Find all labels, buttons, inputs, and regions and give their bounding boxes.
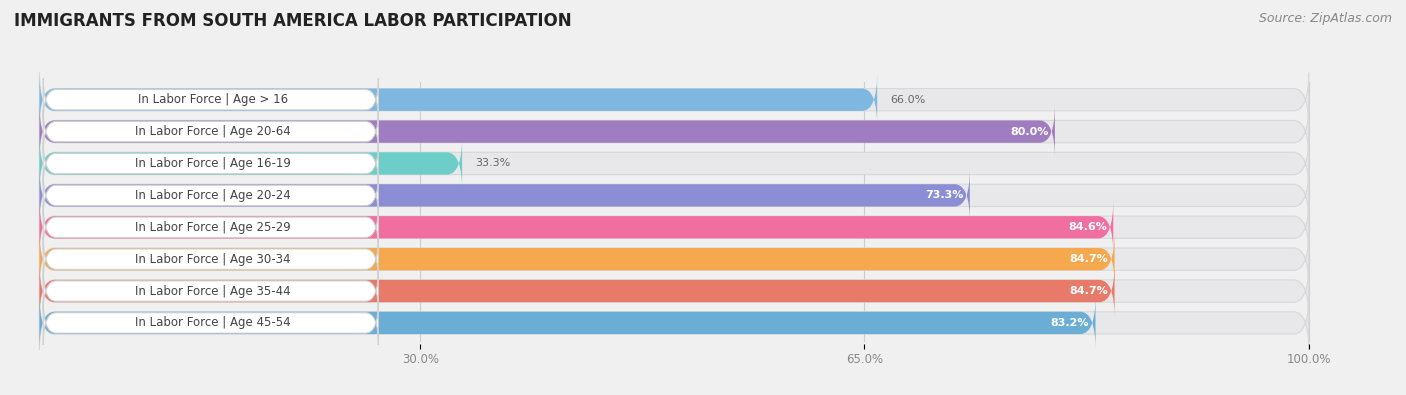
FancyBboxPatch shape xyxy=(39,105,1309,159)
Text: 84.6%: 84.6% xyxy=(1069,222,1107,232)
FancyBboxPatch shape xyxy=(39,232,1309,286)
Text: 66.0%: 66.0% xyxy=(890,95,925,105)
Text: In Labor Force | Age > 16: In Labor Force | Age > 16 xyxy=(138,93,288,106)
FancyBboxPatch shape xyxy=(39,296,1095,350)
Text: IMMIGRANTS FROM SOUTH AMERICA LABOR PARTICIPATION: IMMIGRANTS FROM SOUTH AMERICA LABOR PART… xyxy=(14,12,572,30)
FancyBboxPatch shape xyxy=(39,232,1115,286)
FancyBboxPatch shape xyxy=(39,200,1114,254)
FancyBboxPatch shape xyxy=(44,205,378,249)
FancyBboxPatch shape xyxy=(39,73,877,127)
Text: In Labor Force | Age 20-24: In Labor Force | Age 20-24 xyxy=(135,189,291,202)
FancyBboxPatch shape xyxy=(44,237,378,281)
FancyBboxPatch shape xyxy=(39,296,1309,350)
Text: In Labor Force | Age 45-54: In Labor Force | Age 45-54 xyxy=(135,316,291,329)
Text: In Labor Force | Age 30-34: In Labor Force | Age 30-34 xyxy=(135,253,291,266)
FancyBboxPatch shape xyxy=(44,301,378,344)
Text: 84.7%: 84.7% xyxy=(1070,286,1108,296)
FancyBboxPatch shape xyxy=(39,200,1309,254)
Text: In Labor Force | Age 25-29: In Labor Force | Age 25-29 xyxy=(135,221,291,234)
FancyBboxPatch shape xyxy=(44,174,378,217)
FancyBboxPatch shape xyxy=(39,168,970,222)
Text: 83.2%: 83.2% xyxy=(1050,318,1090,328)
Text: 84.7%: 84.7% xyxy=(1070,254,1108,264)
Text: In Labor Force | Age 20-64: In Labor Force | Age 20-64 xyxy=(135,125,291,138)
Text: 33.3%: 33.3% xyxy=(475,158,510,169)
Text: In Labor Force | Age 16-19: In Labor Force | Age 16-19 xyxy=(135,157,291,170)
FancyBboxPatch shape xyxy=(44,142,378,185)
FancyBboxPatch shape xyxy=(39,264,1115,318)
FancyBboxPatch shape xyxy=(44,78,378,121)
Text: 73.3%: 73.3% xyxy=(925,190,963,200)
FancyBboxPatch shape xyxy=(44,110,378,153)
FancyBboxPatch shape xyxy=(39,136,1309,191)
Text: In Labor Force | Age 35-44: In Labor Force | Age 35-44 xyxy=(135,284,291,297)
Text: 80.0%: 80.0% xyxy=(1010,127,1049,137)
Text: Source: ZipAtlas.com: Source: ZipAtlas.com xyxy=(1258,12,1392,25)
FancyBboxPatch shape xyxy=(44,269,378,313)
FancyBboxPatch shape xyxy=(39,136,463,191)
FancyBboxPatch shape xyxy=(39,168,1309,222)
FancyBboxPatch shape xyxy=(39,105,1054,159)
FancyBboxPatch shape xyxy=(39,264,1309,318)
FancyBboxPatch shape xyxy=(39,73,1309,127)
